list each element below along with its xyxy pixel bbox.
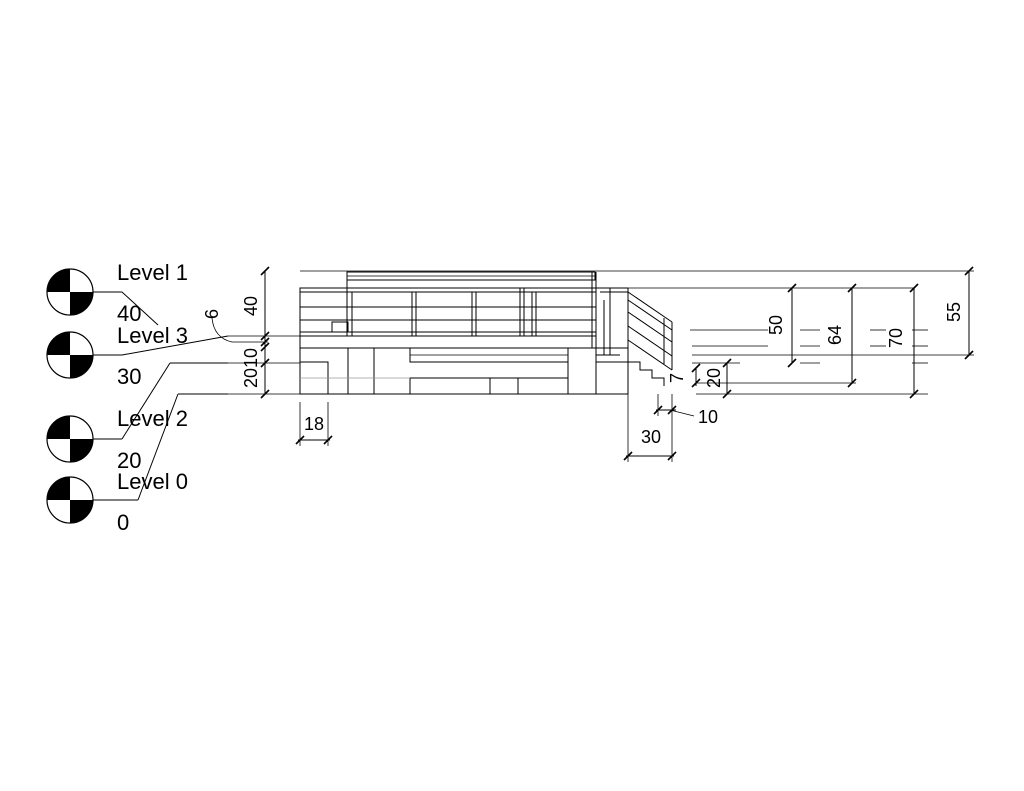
dimension-right-50: 50	[766, 283, 797, 368]
dimension-bottom-18: 18	[295, 402, 333, 446]
level-marker-3[interactable]: Level 3 30	[46, 323, 229, 389]
level-marker-1[interactable]: Level 1 40	[46, 260, 188, 326]
dimension-label: 70	[886, 328, 906, 348]
level-marker-2[interactable]: Level 2 20	[46, 362, 228, 473]
dimension-stair-20: 20	[704, 358, 732, 399]
dimension-right-70: 70	[886, 283, 919, 399]
dimension-right-55: 55	[944, 266, 974, 360]
dimension-stair-7: 7	[667, 363, 701, 388]
dimension-label: 20	[704, 368, 724, 388]
level-elevation: 0	[117, 510, 129, 535]
level-elevation: 30	[117, 364, 141, 389]
dimension-stair-10: 10	[653, 394, 718, 427]
dimension-label: 50	[766, 315, 786, 335]
dimension-label: 55	[944, 302, 964, 322]
level-name: Level 0	[117, 469, 188, 494]
dimension-left-2010: 2010	[241, 348, 261, 388]
dimension-label: 18	[304, 414, 324, 434]
dimension-label: 30	[641, 427, 661, 447]
level-marker-0[interactable]: Level 0 0	[46, 393, 228, 535]
level-elevation: 40	[117, 301, 141, 326]
dimension-left-40: 40	[241, 266, 270, 399]
level-elevation: 20	[117, 448, 141, 473]
dimension-label: 64	[825, 325, 845, 345]
level-name: Level 3	[117, 323, 188, 348]
level-name: Level 2	[117, 406, 188, 431]
dimension-right-64: 64	[825, 283, 857, 388]
dimension-left-6: 6	[202, 309, 270, 352]
dimension-label: 2010	[241, 348, 261, 388]
dimension-stair-30: 30	[623, 394, 677, 462]
dimension-label: 40	[241, 296, 261, 316]
building-elevation	[299, 271, 673, 395]
level-name: Level 1	[117, 260, 188, 285]
dimension-label: 7	[667, 373, 687, 383]
dimension-label: 6	[202, 309, 222, 319]
dimension-label: 10	[698, 407, 718, 427]
extension-lines	[596, 270, 974, 395]
